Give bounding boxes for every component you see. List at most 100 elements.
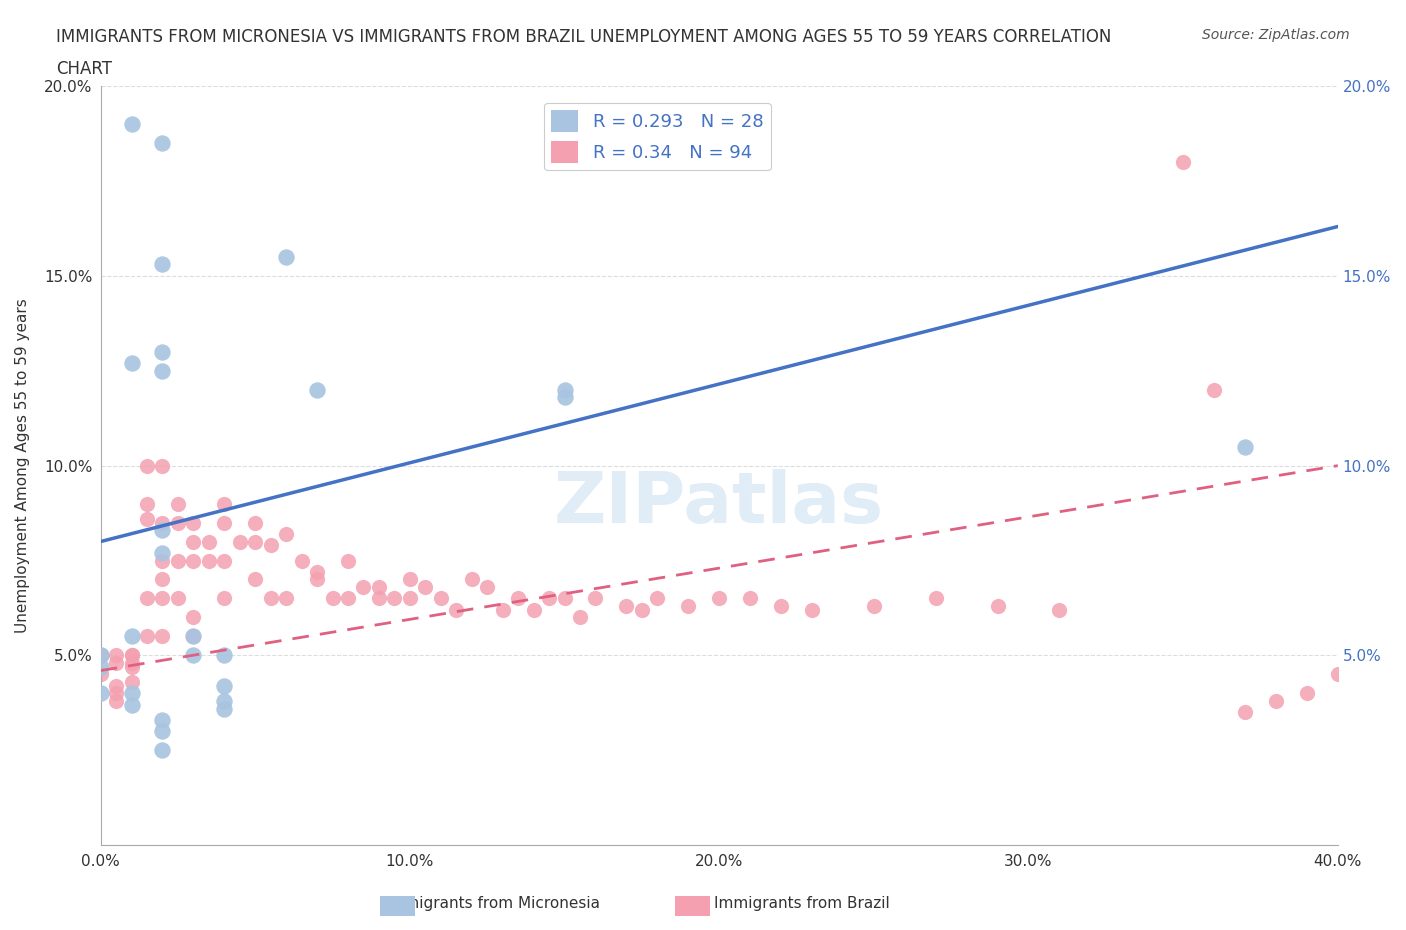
Point <box>214 496 236 511</box>
Point <box>90 659 112 674</box>
Point <box>152 344 174 359</box>
Point <box>368 591 391 606</box>
Point <box>986 599 1008 614</box>
Point <box>631 603 654 618</box>
Point <box>121 648 143 663</box>
Point <box>569 610 592 625</box>
Point <box>152 553 174 568</box>
Point <box>307 382 329 397</box>
Point <box>647 591 669 606</box>
Point <box>121 656 143 671</box>
Point <box>276 591 298 606</box>
Point <box>415 579 437 594</box>
Point <box>167 553 190 568</box>
Point <box>801 603 824 618</box>
Point <box>477 579 499 594</box>
Point <box>291 553 314 568</box>
Point <box>121 659 143 674</box>
Point <box>183 648 205 663</box>
Point <box>585 591 607 606</box>
Point <box>1171 154 1194 169</box>
Point <box>554 591 576 606</box>
Point <box>152 364 174 379</box>
Point <box>616 599 638 614</box>
Point <box>214 678 236 693</box>
Point <box>1233 439 1256 454</box>
Point <box>152 546 174 561</box>
Point <box>136 496 159 511</box>
Point <box>152 591 174 606</box>
Point <box>492 603 515 618</box>
Text: Immigrants from Brazil: Immigrants from Brazil <box>713 897 889 911</box>
Text: Immigrants from Micronesia: Immigrants from Micronesia <box>385 897 599 911</box>
Point <box>152 629 174 644</box>
Point <box>368 579 391 594</box>
Point <box>461 572 484 587</box>
Point <box>90 686 112 701</box>
Point <box>337 553 360 568</box>
Point <box>1264 694 1286 709</box>
Point <box>152 724 174 738</box>
Point <box>245 515 267 530</box>
Point <box>136 591 159 606</box>
Point <box>245 572 267 587</box>
Point <box>105 686 128 701</box>
Point <box>105 648 128 663</box>
Point <box>353 579 375 594</box>
Point <box>121 355 143 370</box>
Point <box>322 591 344 606</box>
Point <box>183 610 205 625</box>
Point <box>152 458 174 473</box>
Point <box>384 591 406 606</box>
Point <box>152 572 174 587</box>
Point <box>105 656 128 671</box>
Point <box>90 648 112 663</box>
Point <box>1202 382 1225 397</box>
Point <box>430 591 453 606</box>
Point <box>862 599 884 614</box>
Point <box>1388 648 1406 663</box>
Point <box>307 565 329 579</box>
Point <box>245 534 267 549</box>
Point <box>214 648 236 663</box>
Legend: R = 0.293   N = 28, R = 0.34   N = 94: R = 0.293 N = 28, R = 0.34 N = 94 <box>544 102 770 170</box>
Point <box>167 591 190 606</box>
Point <box>167 515 190 530</box>
Point <box>183 629 205 644</box>
Point <box>121 648 143 663</box>
Point <box>1047 603 1070 618</box>
Point <box>198 534 221 549</box>
Point <box>121 116 143 131</box>
Point <box>399 591 422 606</box>
Point <box>554 390 576 405</box>
Point <box>260 591 283 606</box>
Point <box>152 743 174 758</box>
Point <box>90 648 112 663</box>
Point <box>152 712 174 727</box>
Point <box>136 512 159 526</box>
Text: Source: ZipAtlas.com: Source: ZipAtlas.com <box>1202 28 1350 42</box>
Text: CHART: CHART <box>56 60 112 78</box>
Point <box>198 553 221 568</box>
Text: ZIPatlas: ZIPatlas <box>554 469 884 538</box>
Point <box>678 599 700 614</box>
Point <box>214 701 236 716</box>
Point <box>214 591 236 606</box>
Point <box>1295 686 1317 701</box>
Y-axis label: Unemployment Among Ages 55 to 59 years: Unemployment Among Ages 55 to 59 years <box>15 299 30 633</box>
Point <box>1233 705 1256 720</box>
Point <box>90 648 112 663</box>
Point <box>183 553 205 568</box>
Point <box>446 603 468 618</box>
Point <box>307 572 329 587</box>
Point <box>214 694 236 709</box>
Point <box>770 599 793 614</box>
Point <box>924 591 946 606</box>
Point <box>136 458 159 473</box>
Text: IMMIGRANTS FROM MICRONESIA VS IMMIGRANTS FROM BRAZIL UNEMPLOYMENT AMONG AGES 55 : IMMIGRANTS FROM MICRONESIA VS IMMIGRANTS… <box>56 28 1112 46</box>
Point <box>121 629 143 644</box>
Point <box>105 694 128 709</box>
Point <box>523 603 546 618</box>
Point <box>229 534 252 549</box>
Point <box>121 686 143 701</box>
